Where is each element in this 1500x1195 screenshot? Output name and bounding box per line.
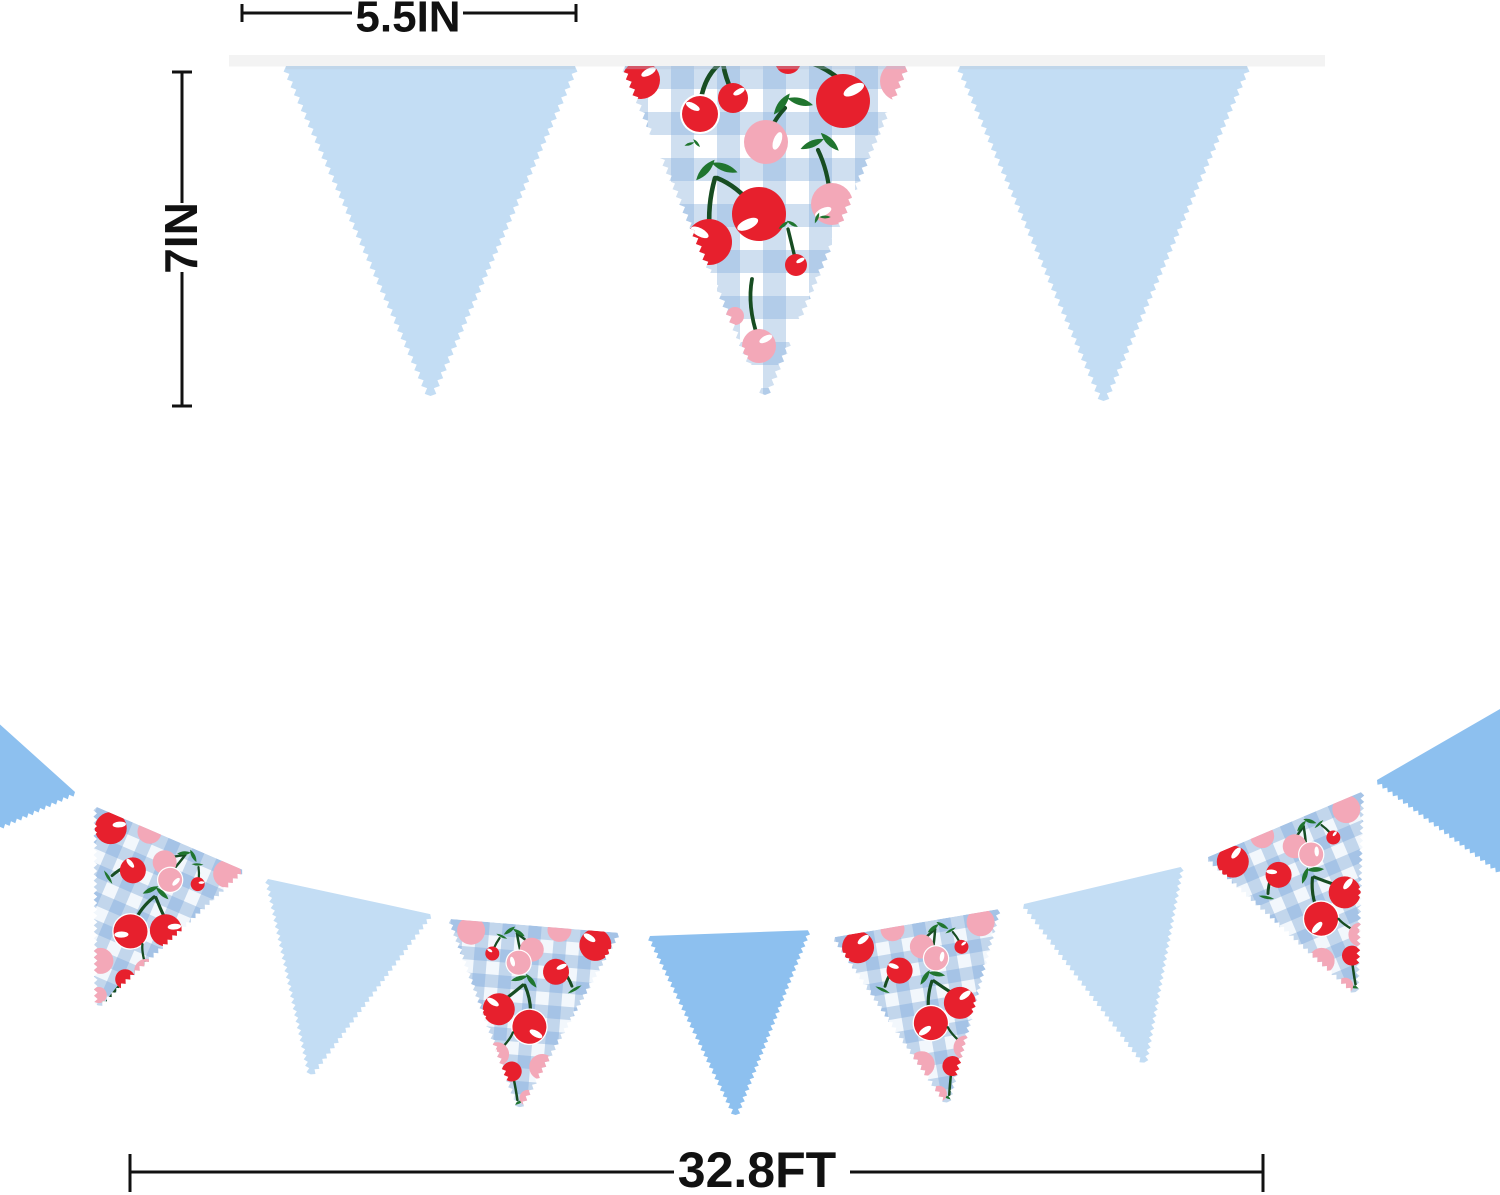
svg-text:5.5IN: 5.5IN [355, 0, 460, 42]
svg-text:7IN: 7IN [155, 202, 207, 274]
svg-text:32.8FT: 32.8FT [678, 1142, 836, 1195]
